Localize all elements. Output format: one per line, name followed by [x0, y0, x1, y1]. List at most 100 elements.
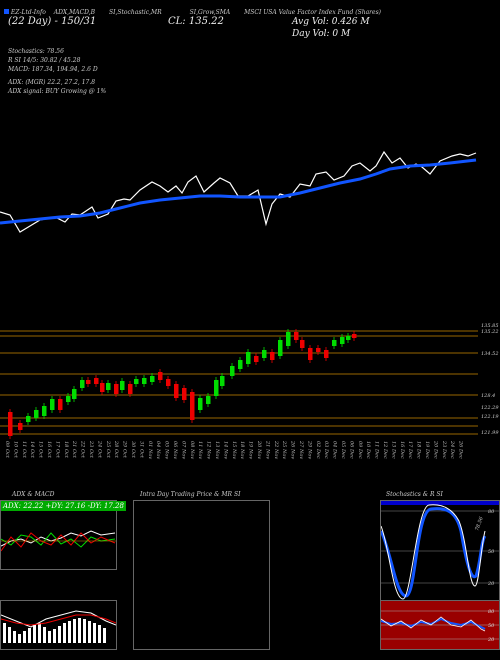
date-label: 10 Dec: [365, 441, 371, 459]
date-label: 22 Oct: [80, 440, 86, 459]
candle: [50, 399, 55, 410]
price-axis-label: 135.22: [481, 329, 499, 335]
macd-panel: [0, 600, 117, 650]
date-label: 16 Dec: [399, 441, 405, 459]
candle: [214, 380, 219, 396]
intraday-panel: [133, 500, 270, 650]
candle: [8, 412, 13, 436]
stoch-tick-50: 50: [488, 549, 495, 555]
candle: [72, 389, 77, 399]
date-label: 15 Nov: [231, 441, 237, 459]
date-label: 12 Nov: [206, 441, 212, 459]
date-label: 25 Nov: [281, 440, 287, 459]
date-label: 17 Oct: [54, 441, 60, 459]
date-label: 28 Oct: [113, 440, 119, 459]
date-label: 13 Nov: [214, 441, 220, 459]
date-label: 11 Oct: [21, 441, 27, 459]
candle: [66, 396, 71, 402]
stoch-value: 78.56: [474, 515, 485, 531]
candle: [106, 383, 111, 390]
candle: [80, 380, 85, 388]
header-close: CL: 135.22: [168, 16, 224, 27]
candle: [26, 416, 31, 422]
candle: [300, 340, 305, 348]
candle: [278, 340, 283, 356]
candle: [340, 337, 345, 344]
candle: [190, 392, 195, 420]
date-label: 11 Nov: [197, 441, 203, 459]
date-label: 05 Dec: [340, 441, 346, 459]
header-label-4: SI,Grow,SMA: [189, 9, 231, 16]
candle: [352, 334, 357, 338]
candle: [166, 379, 171, 386]
date-label: 08 Nov: [189, 441, 195, 459]
header-label-3: SI,Stochastic,MR: [109, 9, 162, 16]
price-axis-label: 128.4: [481, 393, 495, 399]
date-label: 14 Oct: [29, 441, 35, 459]
candle: [254, 356, 259, 362]
candle: [230, 366, 235, 376]
header-date: (22 Day) - 150/31: [8, 16, 97, 27]
date-label: 22 Nov: [273, 440, 279, 459]
price-axis-label: 122.29: [481, 405, 499, 411]
date-label: 20 Dec: [432, 440, 438, 459]
info-rsi: R SI 14/5: 30.82 / 45.28: [8, 57, 81, 64]
rsi-tick-50: 50: [488, 623, 495, 629]
candle: [100, 383, 105, 392]
date-label: 17 Dec: [407, 441, 413, 459]
date-label: 27 Nov: [298, 440, 304, 459]
moving-average-line: [0, 158, 477, 225]
candle: [270, 352, 275, 360]
candle: [128, 384, 133, 394]
stoch-panel-title: Stochastics & R SI: [386, 491, 443, 498]
price-axis-label: 121.99: [481, 430, 499, 436]
date-label: 06 Nov: [172, 441, 178, 459]
adx-value-box: ADX: 22.22 +DY: 27.16 -DY: 17.28: [1, 501, 126, 511]
candle: [316, 348, 321, 352]
stoch-chart: 80 50 20 78.56: [381, 501, 499, 601]
candle: [238, 360, 243, 369]
legend-square-icon: [4, 9, 9, 14]
date-label: 31 Oct: [138, 441, 144, 459]
date-label: 24 Oct: [96, 440, 102, 459]
date-label: 07 Nov: [180, 441, 186, 459]
candle: [294, 332, 299, 340]
candle: [286, 332, 291, 346]
date-label: 25 Oct: [105, 440, 111, 459]
date-label: 18 Dec: [416, 441, 422, 459]
header-day-vol: Day Vol: 0 M: [292, 29, 351, 39]
candle: [142, 378, 147, 384]
date-label: 13 Dec: [390, 441, 396, 459]
date-label: 09 Dec: [357, 441, 363, 459]
date-label: 23 Dec: [441, 440, 447, 459]
candle: [346, 336, 351, 340]
date-label: 03 Dec: [323, 441, 329, 459]
date-label: 01 Nov: [147, 441, 153, 459]
header-label-2: ADX,MACD,B: [53, 9, 96, 16]
header-label-5: MSCI USA Value Factor Index Fund (Shares…: [244, 9, 382, 16]
stoch-tick-80: 80: [488, 509, 495, 515]
candle: [308, 348, 313, 360]
rsi-tick-80: 80: [488, 609, 495, 615]
date-label: 29 Oct: [122, 440, 128, 459]
candle: [220, 376, 225, 386]
candle: [42, 406, 47, 416]
candle: [198, 398, 203, 410]
header-labels: EZ-Ltd-Info ADX,MACD,B SI,Stochastic,MR …: [4, 9, 381, 16]
stoch-panel: 80 50 20 78.56: [380, 500, 500, 602]
date-label: 21 Nov: [264, 440, 270, 459]
date-label: 21 Oct: [71, 440, 77, 459]
date-label: 06 Dec: [348, 441, 354, 459]
candle: [150, 376, 155, 382]
date-label: 11 Dec: [374, 441, 380, 459]
date-label: 10 Oct: [12, 441, 18, 459]
candle: [58, 399, 63, 410]
candle: [114, 384, 119, 394]
candle: [262, 350, 267, 358]
date-label: 26 Nov: [290, 440, 296, 459]
candle: [324, 350, 329, 358]
info-adx: ADX: (MGR) 22.2, 27.2, 17.8: [8, 79, 96, 86]
candle: [246, 352, 251, 364]
macd-chart: [1, 610, 116, 643]
stoch-tick-20: 20: [487, 581, 495, 587]
